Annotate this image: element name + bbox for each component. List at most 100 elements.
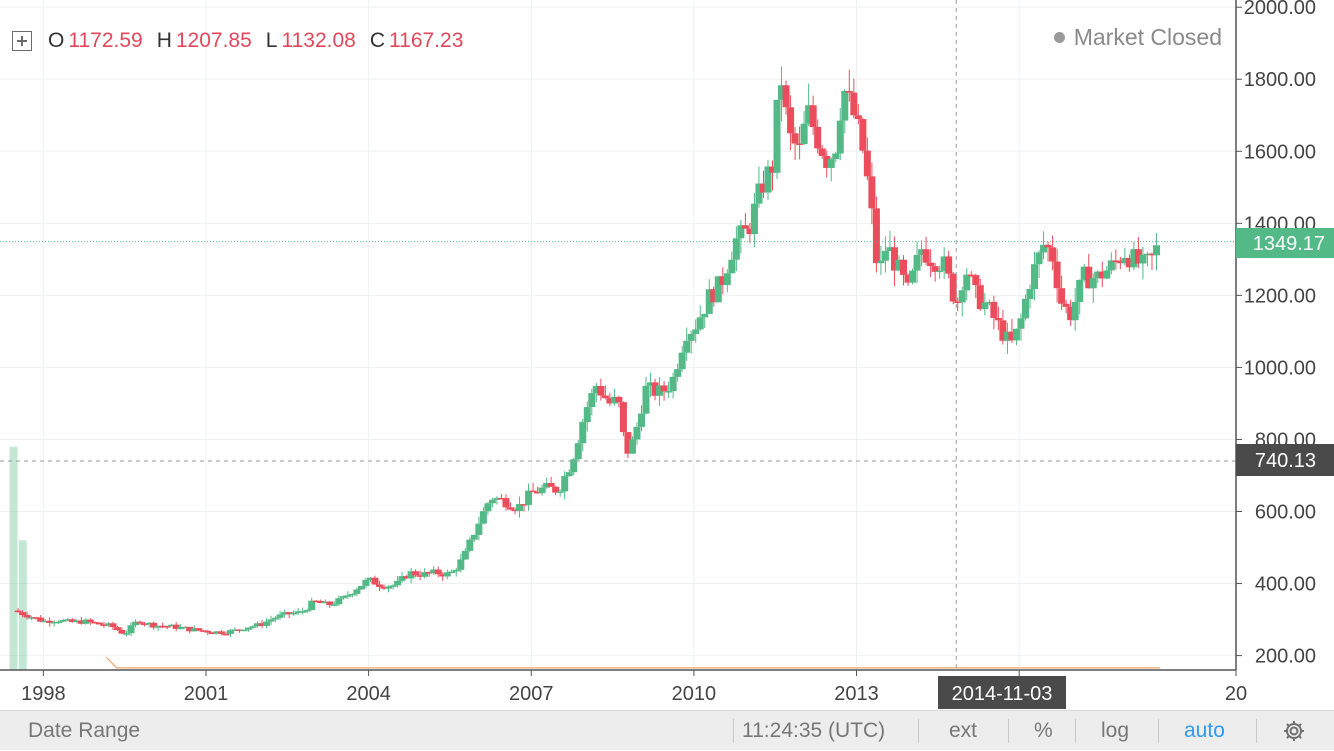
close-key: C [369, 29, 386, 52]
candle-body [28, 617, 36, 619]
candle-body [493, 497, 501, 500]
candle-body [954, 301, 962, 304]
price-axis[interactable]: 200.00400.00600.00800.001000.001200.0014… [1236, 0, 1316, 668]
candle-body [534, 491, 542, 494]
date-range-button[interactable]: Date Range [28, 719, 141, 742]
candle-body [190, 628, 198, 632]
candle-body [403, 576, 411, 579]
candle-body [552, 486, 560, 493]
candle-body [778, 85, 786, 100]
crosshair-date-tag: 2014-11-03 [938, 676, 1066, 709]
candle-body [199, 630, 207, 632]
candle-body [371, 577, 379, 585]
candle-body [37, 617, 45, 622]
candle-body [1003, 331, 1011, 341]
candle-body [475, 523, 483, 535]
candle-body [195, 628, 203, 631]
candle-body [434, 569, 442, 575]
candle-body [511, 509, 519, 512]
candle-body [226, 630, 234, 635]
candle-body [1062, 303, 1070, 307]
candle-body [556, 491, 564, 493]
candle-body [547, 482, 555, 487]
candle-body [692, 329, 700, 335]
candle-body [1130, 249, 1138, 268]
candle-body [46, 620, 54, 623]
candle-body [330, 604, 338, 606]
crosshair-date-tag-bg [938, 676, 1066, 709]
candle-body [994, 317, 1002, 321]
percent-toggle[interactable]: % [1034, 719, 1053, 742]
candle-body [127, 625, 135, 634]
candle-body [163, 626, 171, 628]
candle-body [299, 611, 307, 613]
auto-toggle[interactable]: auto [1184, 719, 1225, 742]
candle-body [628, 439, 636, 454]
candle-body [50, 621, 58, 624]
candle-body [769, 166, 776, 173]
candle-body [1139, 254, 1147, 264]
candle-body [177, 626, 185, 629]
candle-body [466, 539, 474, 551]
candle-body [1026, 289, 1034, 299]
candle-body [787, 107, 795, 134]
candle-body [479, 511, 487, 524]
bottom-indicator [106, 656, 1161, 669]
candle-body [687, 334, 695, 341]
candle-body [678, 352, 686, 370]
candle-body [73, 620, 81, 623]
candle-body [963, 274, 971, 291]
candle-body [430, 569, 438, 574]
ext-toggle[interactable]: ext [949, 719, 978, 742]
indicator-line [106, 656, 1161, 669]
candle-body [104, 623, 112, 626]
candle-body [791, 133, 799, 144]
high-key: H [156, 29, 172, 52]
candle-body [642, 385, 650, 414]
log-toggle[interactable]: log [1101, 719, 1130, 742]
candle-body [461, 550, 469, 560]
time-tick-label: 2001 [184, 683, 229, 705]
candle-body [398, 576, 406, 581]
candle-body [335, 598, 343, 605]
candle-body [516, 504, 524, 512]
candle-body [1080, 266, 1088, 280]
candle-body [68, 619, 76, 623]
candle-body [877, 260, 885, 264]
candle-body [421, 572, 429, 577]
toolbar-divider [918, 719, 919, 743]
candle-body [23, 615, 31, 618]
candle-body [759, 183, 767, 193]
candle-body [660, 385, 668, 392]
candle-body [588, 393, 596, 408]
candle-body [529, 490, 537, 493]
candle-body [705, 289, 713, 314]
toolbar-divider [1158, 719, 1159, 743]
candle-body [904, 274, 912, 283]
candle-body [118, 629, 126, 634]
status-dot-icon [1053, 32, 1065, 43]
crosshair-date-value: 2014-11-03 [952, 683, 1053, 705]
ohlc-legend: O 1172.59 H 1207.85 L 1132.08 C 1167.23 [12, 28, 477, 54]
candle-body [281, 612, 289, 615]
price-tick-label: 600.00 [1255, 502, 1316, 524]
candle-body [357, 585, 365, 590]
price-chart[interactable]: 200.00400.00600.00800.001000.001200.0014… [0, 0, 1334, 710]
candle-body [886, 247, 894, 252]
candle-body [249, 626, 257, 628]
candle-body [651, 382, 659, 396]
candle-body [922, 249, 930, 263]
candle-body [714, 276, 722, 303]
candle-body [303, 610, 311, 612]
candle-body [497, 497, 505, 500]
expand-icon[interactable] [12, 31, 32, 51]
candle-body [525, 490, 533, 505]
gear-icon[interactable] [1282, 719, 1306, 743]
candle-body [615, 396, 623, 403]
candle-body [448, 571, 456, 574]
candle-body [1103, 270, 1111, 279]
candle-body [610, 396, 618, 404]
candle-body [836, 120, 844, 154]
candle-body [231, 629, 239, 631]
